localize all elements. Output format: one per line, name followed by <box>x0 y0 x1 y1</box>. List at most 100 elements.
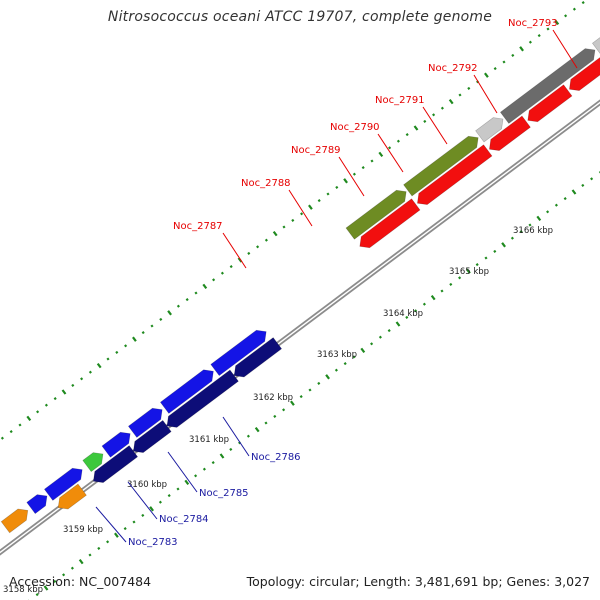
gc-dot-outer <box>300 212 304 216</box>
gc-dot-outer <box>511 53 515 57</box>
gc-dot-outer <box>546 27 550 31</box>
gc-dot-inner <box>211 461 215 465</box>
gc-dot-inner <box>458 276 462 280</box>
gc-dot-inner <box>184 479 190 486</box>
gc-dot-outer <box>458 93 462 97</box>
gc-dot-inner <box>475 263 479 267</box>
kbp-tick-label: 3162 kbp <box>253 393 293 403</box>
gc-dot-outer <box>9 430 13 434</box>
gc-dot-outer <box>291 218 295 222</box>
gene-label: Noc_2787 <box>173 221 223 232</box>
gc-dot-outer <box>413 125 419 131</box>
gc-dot-inner <box>246 434 250 438</box>
kbp-tick-label: 3159 kbp <box>63 525 103 535</box>
gene-arrow-green <box>82 452 104 473</box>
gc-dot-inner <box>43 585 49 591</box>
gene-leader-line <box>95 506 127 543</box>
gc-dot-inner <box>581 183 585 187</box>
gc-dot-inner <box>78 558 84 565</box>
gc-dot-inner <box>430 294 436 301</box>
gc-dot-inner <box>571 189 577 195</box>
gene-arrow-blue <box>43 467 83 501</box>
gc-dot-outer <box>202 283 208 290</box>
gene-label: Noc_2784 <box>159 514 209 525</box>
kbp-tick-label: 3161 kbp <box>189 435 229 445</box>
kbp-tick-label: 3166 kbp <box>513 226 553 236</box>
gc-dot-outer <box>132 336 137 342</box>
gc-dot-outer <box>194 291 198 295</box>
gc-dot-outer <box>282 225 286 229</box>
gc-dot-outer <box>502 60 506 64</box>
gc-dot-inner <box>414 309 418 313</box>
genome-summary: Topology: circular; Length: 3,481,691 bp… <box>246 574 590 589</box>
gc-dot-outer <box>71 383 75 387</box>
gc-dot-inner <box>422 302 426 306</box>
gc-dot-inner <box>132 520 136 524</box>
gc-dot-inner <box>590 177 594 181</box>
gc-dot-outer <box>388 146 392 150</box>
kbp-tick-label: 3165 kbp <box>449 267 489 277</box>
gc-dot-inner <box>202 467 206 471</box>
gc-dot-outer <box>150 324 154 328</box>
gc-dot-inner <box>501 242 506 248</box>
gc-dot-outer <box>308 204 313 210</box>
gc-dot-outer <box>484 72 489 78</box>
gene-leader-line <box>222 232 247 269</box>
gc-dot-inner <box>536 215 542 222</box>
gc-dot-inner <box>440 289 444 293</box>
gc-dot-outer <box>352 172 356 176</box>
gc-dot-outer <box>176 304 180 308</box>
gc-dot-inner <box>194 474 198 478</box>
gc-dot-outer <box>237 257 243 263</box>
gc-dot-outer <box>423 119 427 123</box>
gc-dot-inner <box>528 223 532 227</box>
gc-dot-outer <box>167 310 172 316</box>
gc-dot-inner <box>219 453 225 459</box>
gc-dot-outer <box>0 436 4 440</box>
gc-dot-outer <box>519 46 524 52</box>
gene-leader-line <box>127 481 158 520</box>
gene-labels: 3158 kbp 3159 kbp 3160 kbp 3161 kbp 3162 kbp… <box>3 18 578 595</box>
gc-dot-inner <box>370 342 374 346</box>
gc-dot-outer <box>537 34 541 38</box>
gene-leader-line <box>552 29 578 69</box>
gene-leader-line <box>167 451 198 493</box>
gc-dot-outer <box>326 192 330 196</box>
gc-dot-outer <box>554 19 560 26</box>
gc-dot-inner <box>352 355 356 359</box>
gc-dot-inner <box>273 414 277 418</box>
gc-dot-inner <box>123 527 127 531</box>
gc-dot-inner <box>176 487 180 491</box>
gc-dot-inner <box>484 256 488 260</box>
gc-dot-outer <box>272 230 278 237</box>
gc-dot-outer <box>335 185 339 189</box>
gene-arrow-navy <box>133 419 172 453</box>
gc-dot-inner <box>299 395 303 399</box>
gc-dot-outer <box>26 415 32 422</box>
accession-label: Accession: NC_007484 <box>9 574 152 589</box>
kbp-tick-label: 3158 kbp <box>3 585 43 595</box>
gc-dot-inner <box>141 513 145 517</box>
gc-dot-inner <box>70 566 74 570</box>
gc-dot-outer <box>247 251 251 255</box>
gc-dot-inner <box>53 579 57 583</box>
gc-dot-inner <box>563 197 567 201</box>
gene-leader-line <box>338 156 365 197</box>
gene-arrow-blue <box>127 407 163 438</box>
gc-dot-outer <box>185 298 189 302</box>
gene-arrow-navy <box>166 369 239 428</box>
gc-dot-inner <box>158 500 162 504</box>
gene-arrow-blue <box>159 369 214 414</box>
gc-dot-outer <box>396 139 400 143</box>
gc-dot-inner <box>114 532 119 538</box>
gene-arrow-orange <box>0 508 29 534</box>
gene-arrow-navy <box>233 337 283 378</box>
gene-arrow-red <box>569 57 600 91</box>
gene-arrow-red <box>417 144 493 205</box>
gc-dot-inner <box>378 335 382 339</box>
gc-dot-outer <box>106 357 110 361</box>
gc-dot-outer <box>343 178 348 184</box>
